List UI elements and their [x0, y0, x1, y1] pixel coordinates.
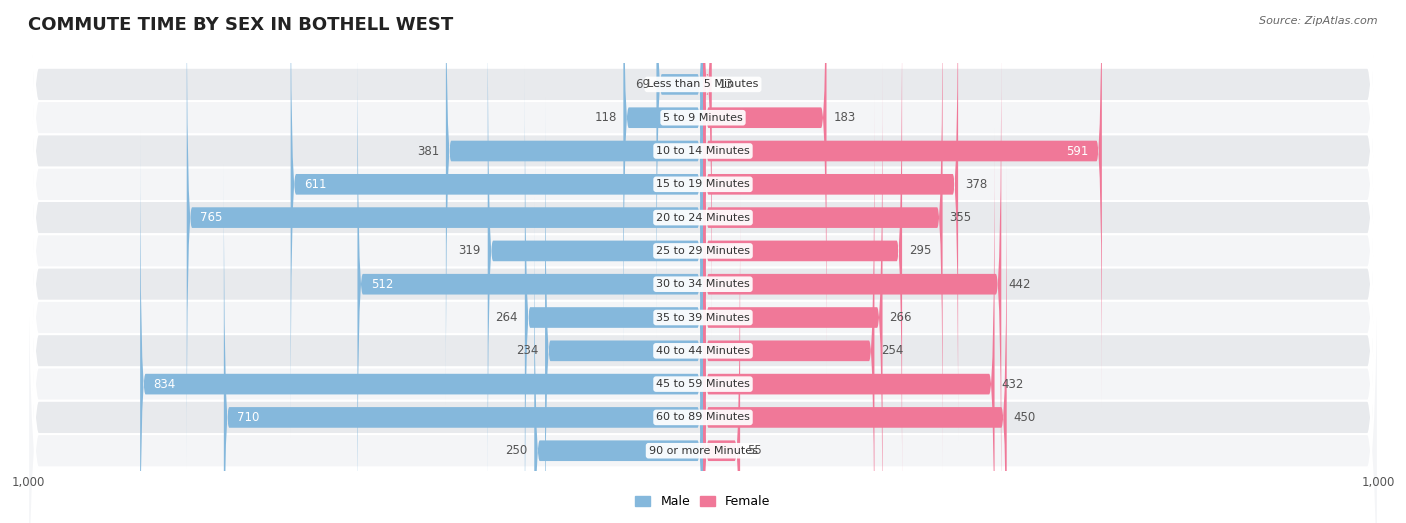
Text: 234: 234 [516, 344, 538, 357]
FancyBboxPatch shape [357, 28, 703, 523]
FancyBboxPatch shape [703, 0, 942, 474]
Text: 60 to 89 Minutes: 60 to 89 Minutes [657, 413, 749, 423]
FancyBboxPatch shape [28, 0, 1378, 523]
Text: 442: 442 [1008, 278, 1031, 291]
Text: 118: 118 [595, 111, 617, 124]
FancyBboxPatch shape [28, 0, 1378, 523]
Text: 183: 183 [834, 111, 855, 124]
Text: 15 to 19 Minutes: 15 to 19 Minutes [657, 179, 749, 189]
Text: 13: 13 [718, 78, 734, 91]
FancyBboxPatch shape [28, 0, 1378, 523]
FancyBboxPatch shape [703, 0, 1102, 407]
Text: COMMUTE TIME BY SEX IN BOTHELL WEST: COMMUTE TIME BY SEX IN BOTHELL WEST [28, 16, 453, 33]
Text: 355: 355 [949, 211, 972, 224]
Text: 30 to 34 Minutes: 30 to 34 Minutes [657, 279, 749, 289]
Text: 378: 378 [965, 178, 987, 191]
Text: 254: 254 [882, 344, 904, 357]
Text: 69: 69 [634, 78, 650, 91]
FancyBboxPatch shape [703, 0, 827, 374]
FancyBboxPatch shape [28, 0, 1378, 523]
FancyBboxPatch shape [703, 161, 1007, 523]
Text: 381: 381 [416, 144, 439, 157]
Text: 512: 512 [371, 278, 394, 291]
FancyBboxPatch shape [703, 61, 883, 523]
FancyBboxPatch shape [524, 61, 703, 523]
FancyBboxPatch shape [488, 0, 703, 507]
Text: 591: 591 [1066, 144, 1088, 157]
FancyBboxPatch shape [546, 95, 703, 523]
FancyBboxPatch shape [28, 0, 1378, 523]
FancyBboxPatch shape [187, 0, 703, 474]
Text: 295: 295 [908, 244, 931, 257]
FancyBboxPatch shape [703, 28, 1001, 523]
FancyBboxPatch shape [703, 128, 994, 523]
Text: 710: 710 [238, 411, 260, 424]
Text: 266: 266 [889, 311, 911, 324]
Text: 432: 432 [1001, 378, 1024, 391]
FancyBboxPatch shape [28, 0, 1378, 523]
Text: Source: ZipAtlas.com: Source: ZipAtlas.com [1260, 16, 1378, 26]
Text: 319: 319 [458, 244, 481, 257]
FancyBboxPatch shape [446, 0, 703, 407]
Legend: Male, Female: Male, Female [630, 491, 776, 514]
FancyBboxPatch shape [703, 0, 711, 340]
Text: 5 to 9 Minutes: 5 to 9 Minutes [664, 113, 742, 123]
Text: 90 or more Minutes: 90 or more Minutes [648, 446, 758, 456]
FancyBboxPatch shape [703, 95, 875, 523]
FancyBboxPatch shape [141, 128, 703, 523]
Text: 611: 611 [304, 178, 326, 191]
Text: 264: 264 [495, 311, 517, 324]
FancyBboxPatch shape [28, 0, 1378, 523]
FancyBboxPatch shape [28, 0, 1378, 523]
FancyBboxPatch shape [28, 0, 1378, 523]
Text: 20 to 24 Minutes: 20 to 24 Minutes [657, 213, 749, 223]
Text: 10 to 14 Minutes: 10 to 14 Minutes [657, 146, 749, 156]
FancyBboxPatch shape [28, 0, 1378, 523]
Text: 40 to 44 Minutes: 40 to 44 Minutes [657, 346, 749, 356]
Text: 45 to 59 Minutes: 45 to 59 Minutes [657, 379, 749, 389]
FancyBboxPatch shape [534, 195, 703, 523]
Text: 250: 250 [505, 444, 527, 457]
FancyBboxPatch shape [28, 0, 1378, 523]
FancyBboxPatch shape [224, 161, 703, 523]
FancyBboxPatch shape [657, 0, 703, 340]
Text: Less than 5 Minutes: Less than 5 Minutes [647, 79, 759, 89]
Text: 25 to 29 Minutes: 25 to 29 Minutes [657, 246, 749, 256]
FancyBboxPatch shape [623, 0, 703, 374]
Text: 450: 450 [1014, 411, 1036, 424]
Text: 834: 834 [153, 378, 176, 391]
Text: 55: 55 [747, 444, 762, 457]
Text: 35 to 39 Minutes: 35 to 39 Minutes [657, 313, 749, 323]
FancyBboxPatch shape [703, 195, 740, 523]
FancyBboxPatch shape [703, 0, 903, 507]
FancyBboxPatch shape [291, 0, 703, 440]
Text: 765: 765 [200, 211, 222, 224]
FancyBboxPatch shape [28, 0, 1378, 523]
FancyBboxPatch shape [703, 0, 957, 440]
